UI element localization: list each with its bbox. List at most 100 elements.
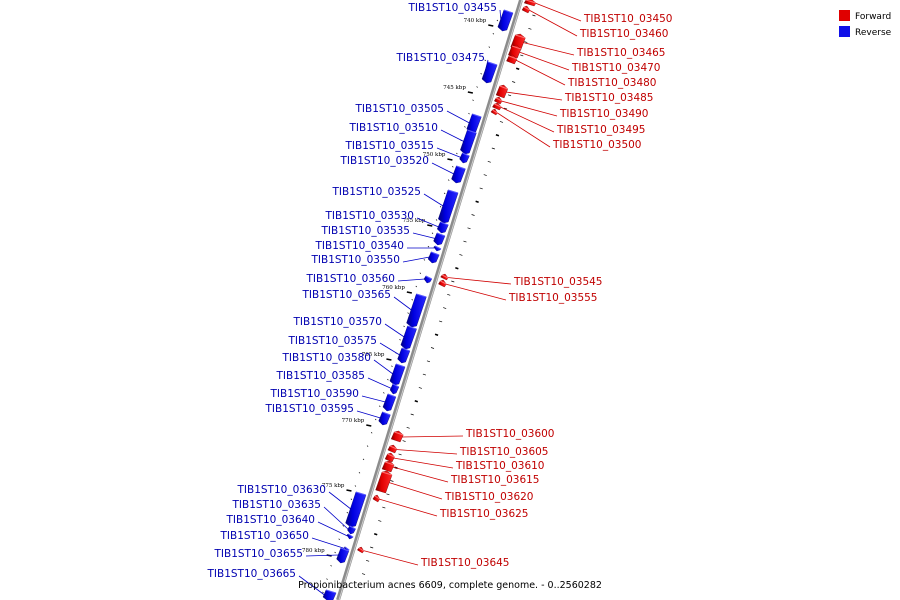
- reverse-gene-label[interactable]: TIB1ST10_03590: [270, 388, 360, 400]
- forward-gene-connector: [388, 482, 443, 500]
- forward-gene-arrow[interactable]: [372, 494, 380, 503]
- forward-gene-label[interactable]: TIB1ST10_03645: [420, 557, 510, 569]
- forward-gene-arrow[interactable]: [523, 0, 537, 7]
- forward-gene-label[interactable]: TIB1ST10_03500: [552, 139, 642, 151]
- kbp-tick-label: 765 kbp: [362, 352, 385, 358]
- reverse-gene-arrow[interactable]: [427, 251, 440, 264]
- reverse-gene-label[interactable]: TIB1ST10_03565: [302, 289, 392, 301]
- gene-bevel: [467, 129, 477, 134]
- forward-gene-label[interactable]: TIB1ST10_03490: [559, 108, 649, 120]
- forward-gene-connector: [395, 449, 458, 455]
- forward-gene-label[interactable]: TIB1ST10_03460: [579, 28, 669, 40]
- forward-gene-connector: [378, 498, 438, 517]
- forward-gene-arrow[interactable]: [493, 96, 503, 105]
- reverse-gene-label[interactable]: TIB1ST10_03570: [293, 316, 383, 328]
- minor-tick: [387, 378, 389, 381]
- minor-tick: [342, 525, 345, 527]
- reverse-gene-label[interactable]: TIB1ST10_03630: [237, 484, 327, 496]
- genome-axis-highlight: [338, 0, 523, 600]
- reverse-gene-connector: [298, 575, 325, 596]
- minor-tick: [512, 81, 516, 83]
- minor-tick: [373, 532, 378, 536]
- minor-tick: [475, 200, 479, 203]
- reverse-gene-label[interactable]: TIB1ST10_03580: [282, 352, 372, 364]
- gene-bevel: [492, 109, 498, 114]
- forward-gene-label[interactable]: TIB1ST10_03480: [567, 77, 657, 89]
- reverse-gene-label[interactable]: TIB1ST10_03510: [349, 122, 439, 134]
- gene-arrows: [322, 0, 537, 600]
- forward-gene-label[interactable]: TIB1ST10_03625: [439, 508, 529, 520]
- forward-gene-arrow[interactable]: [387, 444, 398, 454]
- minor-tick: [452, 166, 454, 168]
- minor-tick: [532, 14, 536, 17]
- forward-gene-arrow[interactable]: [521, 5, 531, 14]
- reverse-gene-label[interactable]: TIB1ST10_03550: [311, 254, 401, 266]
- forward-gene-label[interactable]: TIB1ST10_03470: [571, 62, 661, 74]
- reverse-gene-label[interactable]: TIB1ST10_03640: [226, 514, 316, 526]
- minor-tick: [386, 493, 390, 496]
- reverse-gene-connector: [423, 193, 444, 207]
- reverse-gene-arrow[interactable]: [459, 152, 470, 164]
- forward-gene-label[interactable]: TIB1ST10_03465: [576, 47, 666, 59]
- forward-gene-label[interactable]: TIB1ST10_03495: [556, 124, 646, 136]
- reverse-gene-connector: [361, 395, 386, 403]
- minor-tick: [488, 46, 491, 48]
- minor-tick: [456, 152, 458, 155]
- kbp-tick: [406, 291, 413, 294]
- minor-tick: [366, 445, 369, 447]
- gene-bevel: [347, 533, 354, 538]
- reverse-gene-label[interactable]: TIB1ST10_03575: [288, 335, 378, 347]
- forward-gene-arrow[interactable]: [375, 470, 393, 494]
- reverse-gene-label[interactable]: TIB1ST10_03650: [220, 530, 310, 542]
- minor-tick: [357, 586, 362, 589]
- minor-tick: [378, 520, 382, 522]
- forward-gene-arrow[interactable]: [506, 54, 518, 65]
- reverse-gene-label[interactable]: TIB1ST10_03530: [325, 210, 415, 222]
- reverse-gene-label[interactable]: TIB1ST10_03525: [332, 186, 422, 198]
- gene-bevel: [389, 445, 398, 450]
- kbp-tick-label: 755 kbp: [403, 218, 426, 224]
- reverse-gene-label[interactable]: TIB1ST10_03455: [408, 2, 498, 14]
- gene-bevel: [425, 275, 433, 280]
- reverse-gene-label[interactable]: TIB1ST10_03560: [306, 273, 396, 285]
- kbp-tick-label: 775 kbp: [322, 483, 345, 489]
- gene-bevel: [349, 525, 356, 530]
- forward-gene-label[interactable]: TIB1ST10_03555: [508, 292, 598, 304]
- reverse-gene-label[interactable]: TIB1ST10_03595: [265, 403, 355, 415]
- forward-gene-label[interactable]: TIB1ST10_03605: [459, 446, 549, 458]
- tick-marks: 740 kbp 745 kbp 750 kbp 755 kbp 760 kbp 765 k…: [302, 14, 536, 594]
- reverse-gene-label[interactable]: TIB1ST10_03665: [207, 568, 297, 580]
- reverse-gene-label[interactable]: TIB1ST10_03535: [321, 225, 411, 237]
- forward-gene-connector: [522, 42, 575, 56]
- reverse-gene-arrow[interactable]: [437, 221, 449, 234]
- forward-gene-arrow[interactable]: [438, 279, 447, 288]
- reverse-gene-label[interactable]: TIB1ST10_03635: [232, 499, 322, 511]
- forward-gene-label[interactable]: TIB1ST10_03610: [455, 460, 545, 472]
- forward-gene-connector: [534, 2, 582, 22]
- forward-gene-connector: [445, 283, 507, 301]
- forward-gene-arrow[interactable]: [492, 102, 502, 111]
- reverse-gene-label[interactable]: TIB1ST10_03505: [355, 103, 445, 115]
- gene-bevel: [499, 85, 508, 90]
- forward-gene-label[interactable]: TIB1ST10_03615: [450, 474, 540, 486]
- forward-gene-label[interactable]: TIB1ST10_03545: [513, 276, 603, 288]
- forward-gene-arrow[interactable]: [384, 452, 395, 463]
- minor-tick: [322, 591, 324, 594]
- reverse-gene-label[interactable]: TIB1ST10_03475: [396, 52, 486, 64]
- forward-gene-label[interactable]: TIB1ST10_03485: [564, 92, 654, 104]
- reverse-gene-arrow[interactable]: [433, 232, 446, 246]
- reverse-gene-connector: [440, 129, 465, 142]
- forward-gene-connector: [515, 59, 566, 86]
- gene-bevel: [487, 61, 498, 66]
- reverse-gene-label[interactable]: TIB1ST10_03655: [214, 548, 304, 560]
- reverse-gene-label[interactable]: TIB1ST10_03585: [276, 370, 366, 382]
- reverse-gene-label[interactable]: TIB1ST10_03515: [345, 140, 435, 152]
- minor-tick: [447, 293, 451, 296]
- forward-gene-label[interactable]: TIB1ST10_03600: [465, 428, 555, 440]
- reverse-gene-label[interactable]: TIB1ST10_03540: [315, 240, 405, 252]
- reverse-gene-arrow[interactable]: [389, 383, 400, 395]
- forward-gene-label[interactable]: TIB1ST10_03450: [583, 13, 673, 25]
- reverse-gene-label[interactable]: TIB1ST10_03520: [340, 155, 430, 167]
- forward-gene-label[interactable]: TIB1ST10_03620: [444, 491, 534, 503]
- minor-tick: [350, 498, 353, 501]
